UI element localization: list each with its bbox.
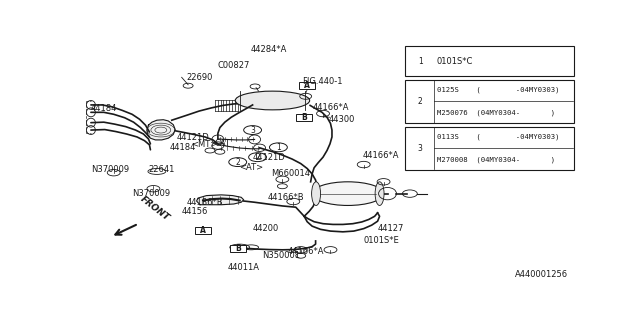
Ellipse shape — [375, 182, 384, 205]
Text: 44127: 44127 — [378, 224, 404, 233]
Text: <AT>: <AT> — [239, 163, 263, 172]
Text: 0125S    (        -04MY0303): 0125S ( -04MY0303) — [437, 87, 559, 93]
Text: 22641: 22641 — [148, 165, 175, 174]
Circle shape — [244, 126, 262, 134]
Text: 44184: 44184 — [169, 143, 196, 152]
Text: 44300: 44300 — [329, 115, 355, 124]
Text: 44156: 44156 — [182, 207, 208, 216]
Text: 44200: 44200 — [253, 224, 279, 233]
Text: 0101S*C: 0101S*C — [436, 57, 472, 66]
Text: 3: 3 — [418, 144, 422, 153]
Text: 44166*A: 44166*A — [363, 151, 399, 160]
Text: 0113S    (        -04MY0303): 0113S ( -04MY0303) — [437, 134, 559, 140]
Text: 2: 2 — [236, 157, 240, 167]
Text: 1: 1 — [418, 57, 422, 66]
Circle shape — [410, 97, 430, 107]
Text: 44011A: 44011A — [228, 262, 260, 272]
FancyBboxPatch shape — [300, 82, 315, 89]
Text: 44166*B: 44166*B — [268, 193, 304, 202]
Text: A440001256: A440001256 — [515, 270, 568, 279]
Circle shape — [410, 56, 430, 66]
Text: C00827: C00827 — [218, 61, 250, 70]
Text: A: A — [200, 226, 206, 235]
Text: FRONT: FRONT — [138, 195, 171, 223]
Text: N370009: N370009 — [132, 188, 170, 198]
Text: 44166*A: 44166*A — [312, 103, 349, 112]
Text: 44121D: 44121D — [253, 153, 285, 162]
FancyBboxPatch shape — [230, 245, 246, 252]
Ellipse shape — [236, 91, 310, 110]
Text: 2: 2 — [255, 153, 260, 162]
FancyBboxPatch shape — [405, 80, 573, 123]
Text: N370009: N370009 — [91, 165, 129, 174]
Text: M660014: M660014 — [271, 169, 310, 178]
FancyBboxPatch shape — [405, 127, 573, 170]
Circle shape — [410, 143, 430, 153]
FancyBboxPatch shape — [405, 46, 573, 76]
Ellipse shape — [312, 182, 383, 205]
Text: 22690: 22690 — [187, 73, 213, 82]
Text: B: B — [301, 113, 307, 122]
Text: B: B — [235, 244, 241, 253]
FancyBboxPatch shape — [195, 227, 211, 234]
Polygon shape — [147, 120, 175, 140]
Circle shape — [248, 153, 266, 162]
Ellipse shape — [312, 182, 321, 205]
Text: 44166*A: 44166*A — [287, 247, 324, 256]
Polygon shape — [196, 195, 244, 205]
FancyBboxPatch shape — [296, 114, 312, 121]
Circle shape — [229, 158, 246, 166]
Text: M250076  (04MY0304-       ): M250076 (04MY0304- ) — [437, 109, 556, 116]
Text: M270008  (04MY0304-       ): M270008 (04MY0304- ) — [437, 156, 556, 163]
Text: <MT>: <MT> — [191, 140, 218, 149]
Text: 44284*A: 44284*A — [251, 45, 287, 54]
Text: FIG.440-1: FIG.440-1 — [302, 77, 342, 86]
Text: 44184: 44184 — [91, 104, 117, 113]
Text: 44186*B: 44186*B — [187, 198, 223, 207]
Text: 3: 3 — [250, 125, 255, 135]
Circle shape — [269, 143, 287, 152]
Text: 0101S*E: 0101S*E — [364, 236, 399, 245]
Text: 1: 1 — [276, 143, 281, 152]
Text: CAT: CAT — [215, 139, 231, 148]
Text: 44121D: 44121D — [177, 133, 209, 142]
Text: 2: 2 — [418, 97, 422, 106]
Text: A: A — [304, 81, 310, 90]
Text: N350001: N350001 — [262, 251, 301, 260]
